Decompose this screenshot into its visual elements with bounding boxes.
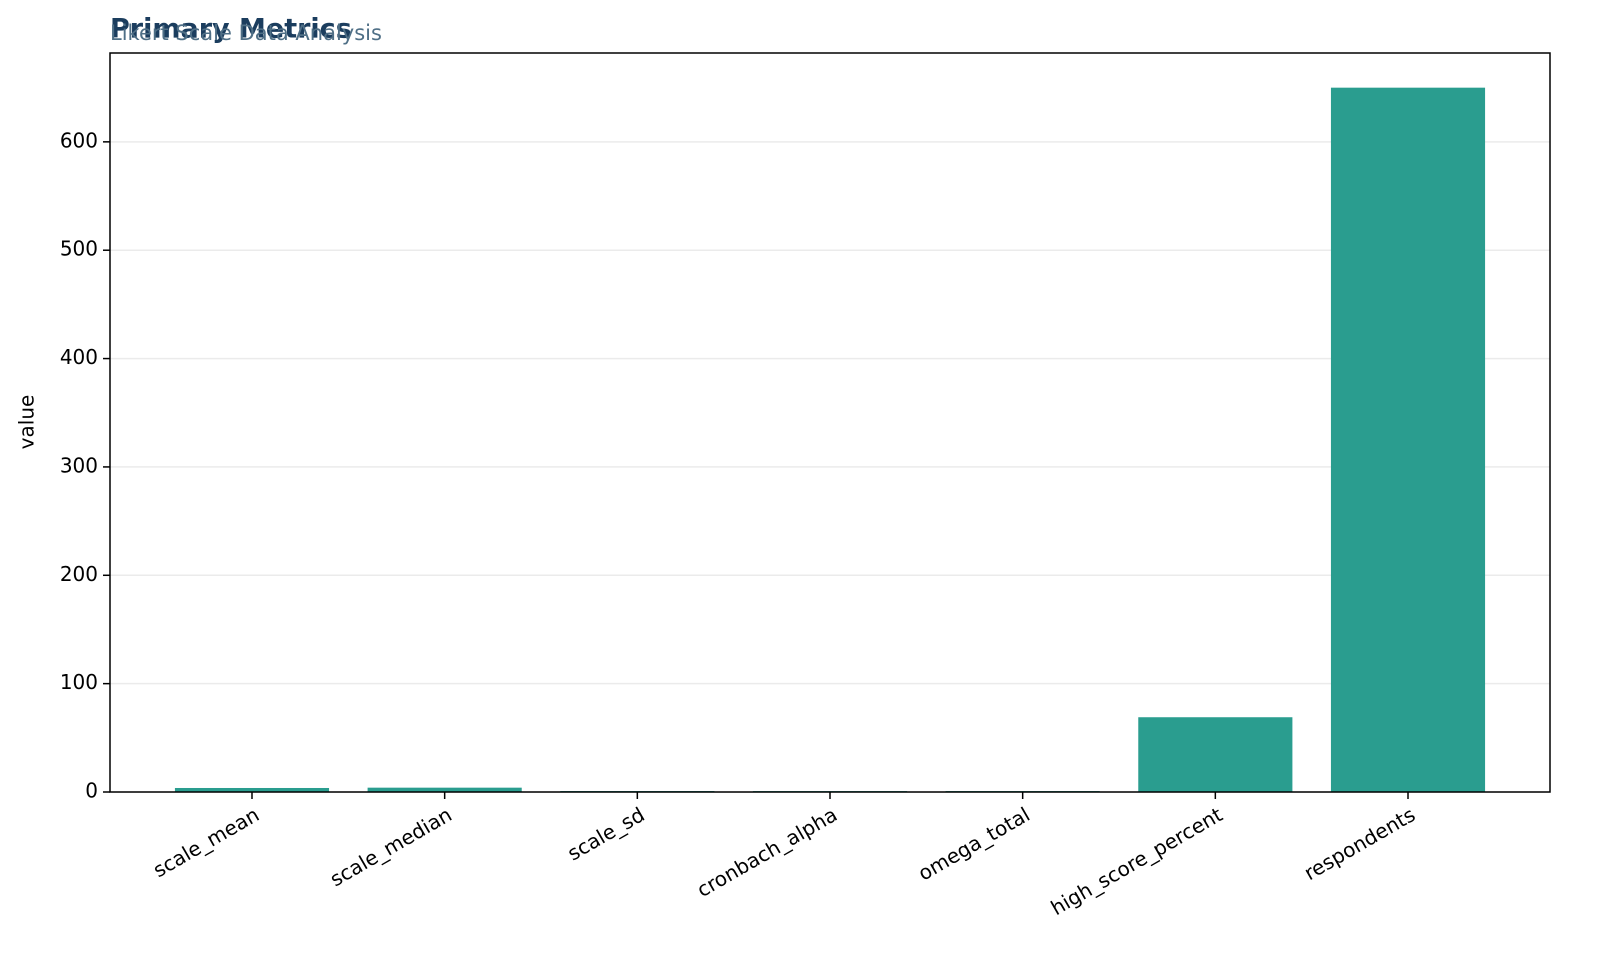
y-tick-label: 100 [60,670,98,694]
y-tick-label: 300 [60,453,98,477]
bar [174,787,330,792]
bar [1330,87,1486,792]
chart-subtitle: Likert Scale Data Analysis [110,21,382,45]
x-tick-label: high_score_percent [1047,802,1227,920]
y-tick-label: 600 [60,128,98,152]
x-tick-label: cronbach_alpha [693,802,842,902]
x-tick-label: scale_mean [149,802,263,882]
chart-title: Primary Metrics [110,14,352,45]
y-tick-label: 400 [60,345,98,369]
y-tick-label: 0 [85,779,98,803]
y-tick-label: 200 [60,562,98,586]
bar [367,787,522,792]
x-tick-label: scale_median [326,802,456,891]
plot-frame [109,52,1551,793]
x-tick-label: scale_sd [563,802,648,865]
bar [1138,717,1293,792]
x-tick-label: respondents [1300,802,1419,885]
x-tick-label: omega_total [914,802,1034,885]
y-tick-label: 500 [60,237,98,261]
y-axis-label: value [15,395,39,450]
